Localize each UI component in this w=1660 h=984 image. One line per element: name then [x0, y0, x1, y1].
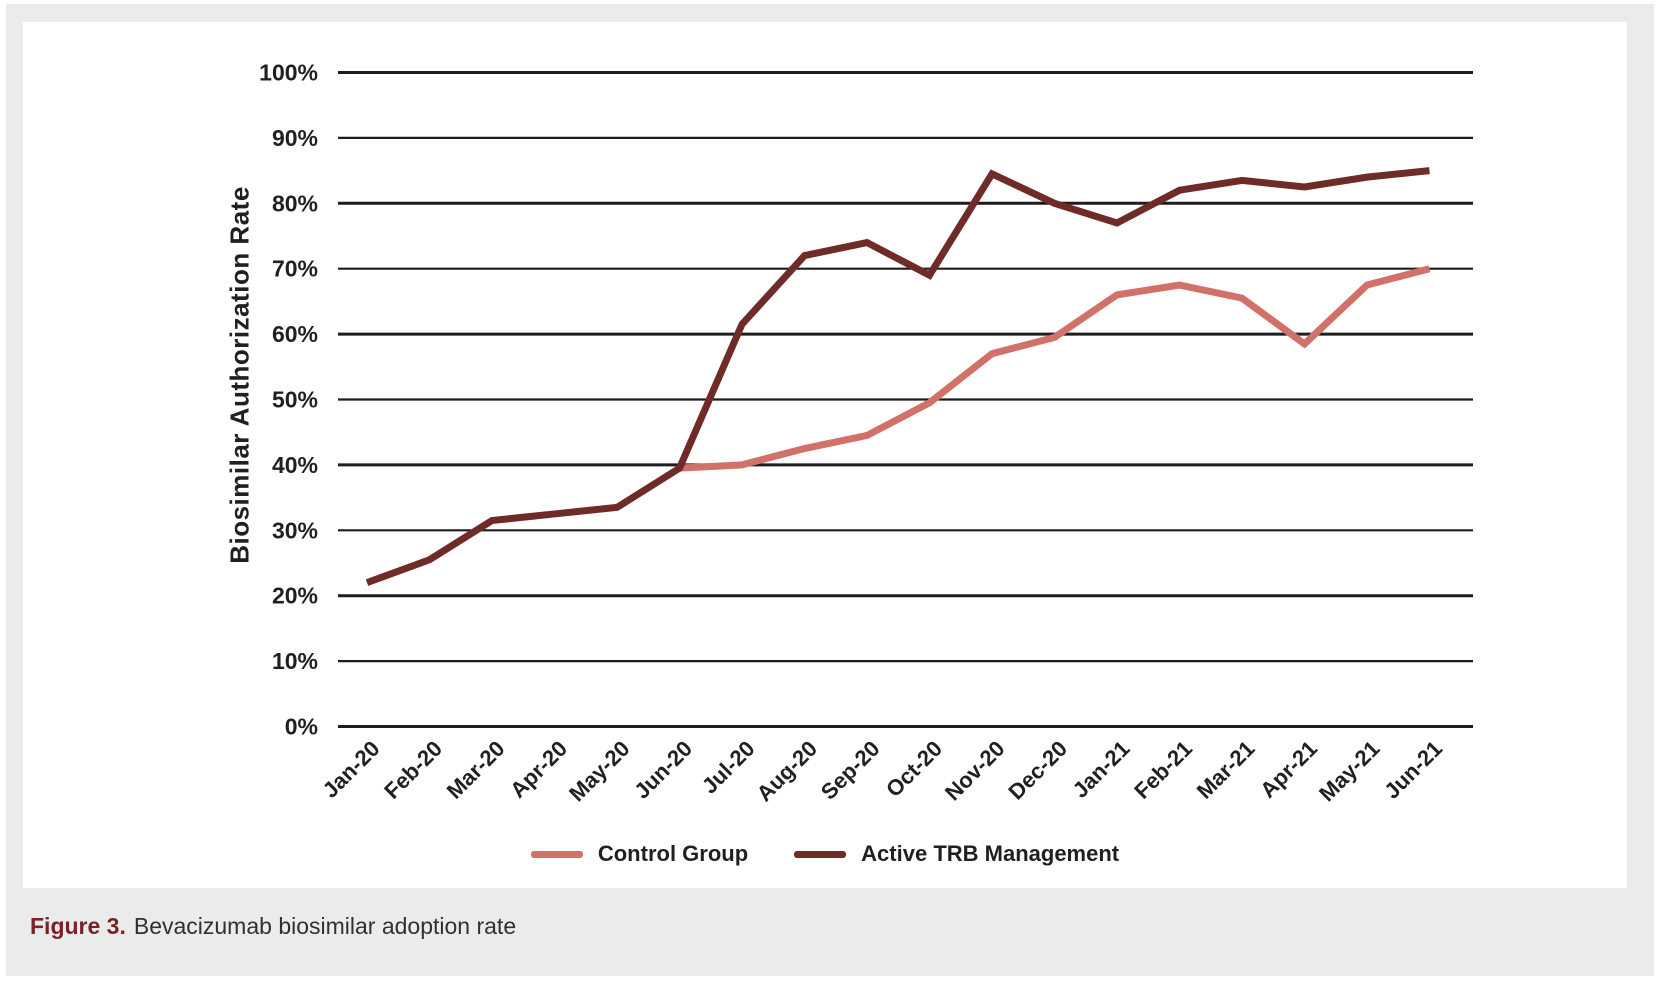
y-tick-label: 70% [272, 256, 318, 282]
y-tick-label: 20% [272, 583, 318, 609]
figure-caption-label: Figure 3. [30, 913, 126, 939]
x-tick-label: Jan-21 [1068, 736, 1135, 803]
legend-item-active-trb-management: Active TRB Management [794, 841, 1119, 867]
y-tick-label: 50% [272, 387, 318, 413]
x-tick-label: May-21 [1314, 736, 1384, 806]
active-trb-management-line-swatch-icon [794, 850, 847, 858]
x-tick-label: Feb-20 [379, 736, 447, 804]
series-line-control-group [679, 265, 1431, 472]
x-tick-label: Sep-20 [816, 736, 885, 805]
y-tick-label: 90% [272, 125, 318, 151]
x-tick-label: Mar-20 [442, 736, 510, 804]
x-tick-label: Nov-20 [940, 736, 1010, 806]
y-tick-label: 10% [272, 648, 318, 674]
control-group-line-swatch-icon [530, 850, 583, 858]
x-tick-label: Jul-20 [697, 736, 760, 799]
y-axis-title: Biosimilar Authorization Rate [224, 186, 255, 564]
x-tick-label: Mar-21 [1192, 736, 1260, 804]
x-tick-label: Aug-20 [752, 736, 822, 806]
figure-caption: Figure 3. Bevacizumab biosimilar adoption… [30, 913, 516, 940]
x-tick-label: Apr-21 [1255, 736, 1322, 803]
x-tick-label: Jan-20 [318, 736, 385, 803]
series-line-active-trb-management [365, 167, 1430, 586]
figure-caption-text: Bevacizumab biosimilar adoption rate [133, 913, 517, 939]
y-tick-label: 30% [272, 517, 318, 543]
y-tick-label: 40% [272, 452, 318, 478]
x-tick-label: May-20 [564, 736, 634, 806]
chart-legend: Control Group Active TRB Management [23, 838, 1627, 870]
legend-label: Control Group [597, 841, 749, 866]
legend-label: Active TRB Management [861, 841, 1120, 866]
y-tick-label: 60% [272, 321, 318, 347]
x-tick-label: Oct-20 [881, 736, 947, 802]
y-tick-label: 100% [259, 60, 318, 86]
y-tick-label: 0% [285, 714, 318, 740]
chart-card [23, 22, 1627, 888]
y-tick-label: 80% [272, 190, 318, 216]
x-tick-label: Apr-20 [505, 736, 572, 803]
x-tick-label: Feb-21 [1129, 736, 1197, 804]
x-tick-label: Jun-21 [1379, 736, 1447, 804]
x-tick-label: Jun-20 [629, 736, 697, 804]
legend-item-control-group: Control Group [530, 841, 749, 867]
x-tick-label: Dec-20 [1003, 736, 1072, 805]
